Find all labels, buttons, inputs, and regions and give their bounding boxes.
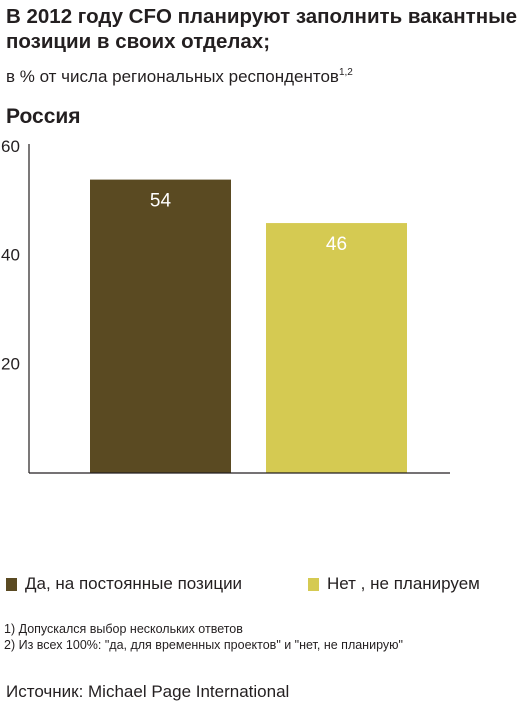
- legend: Да, на постоянные позиции Нет , не плани…: [0, 574, 530, 596]
- y-tick-label-20: 20: [1, 354, 20, 373]
- legend-item-yes: Да, на постоянные позиции: [6, 574, 242, 594]
- legend-swatch-no: [308, 577, 319, 591]
- footnotes: 1) Допускался выбор нескольких ответов 2…: [4, 621, 403, 653]
- bar-2: [266, 223, 407, 473]
- legend-label-yes: Да, на постоянные позиции: [25, 574, 243, 593]
- region-label: Россия: [6, 105, 81, 128]
- chart-subtitle: в % от числа региональных респондентов1,…: [6, 63, 353, 87]
- bar-value-label-1: 54: [150, 191, 172, 212]
- legend-swatch-yes: [6, 577, 17, 591]
- legend-label-no: Нет , не планируем: [327, 574, 480, 593]
- y-tick-label-60: 60: [1, 137, 20, 156]
- subtitle-text: в % от числа региональных респондентов: [6, 67, 339, 86]
- chart-title: В 2012 году CFO планируют заполнить вака…: [6, 5, 517, 53]
- footnote-2: 2) Из всех 100%: "да, для временных прое…: [4, 638, 403, 652]
- bar-1: [90, 179, 231, 473]
- legend-item-no: Нет , не планируем: [308, 574, 480, 594]
- bar-chart: 54 46 20 40 60: [1, 137, 450, 474]
- subtitle-footnote-ref: 1,2: [338, 67, 353, 78]
- bar-value-label-2: 46: [326, 234, 347, 255]
- source-note: Источник: Michael Page International: [6, 682, 290, 701]
- footnote-1: 1) Допускался выбор нескольких ответов: [4, 622, 243, 636]
- y-tick-label-40: 40: [1, 246, 20, 265]
